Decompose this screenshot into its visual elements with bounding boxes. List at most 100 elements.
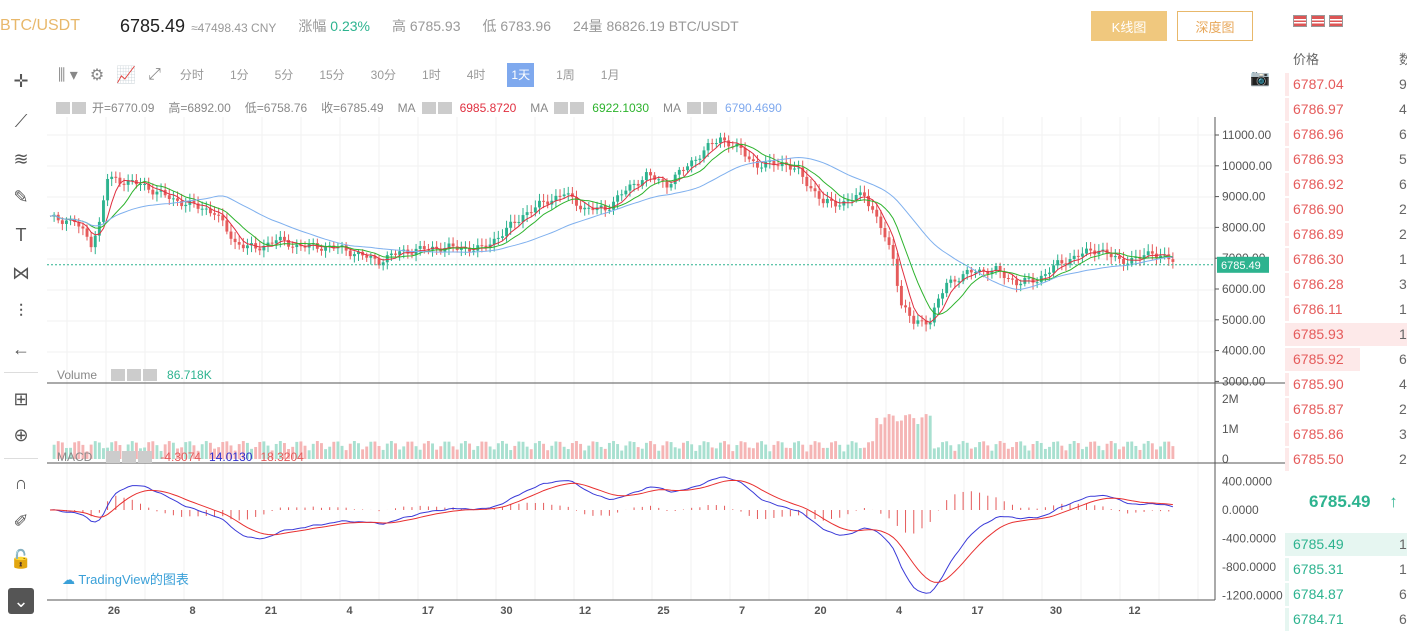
- ma-label-2[interactable]: MA: [530, 100, 549, 115]
- zoom-in-icon[interactable]: ⊕: [13, 425, 29, 445]
- volume-bar: [825, 447, 829, 459]
- legend-ctrl-icon[interactable]: [72, 101, 86, 114]
- volume-bar: [681, 442, 685, 459]
- candle: [122, 183, 126, 185]
- trendline-icon[interactable]: ⟋: [14, 111, 28, 131]
- settings-icon[interactable]: ⚙: [89, 67, 105, 84]
- volume-bar: [690, 444, 694, 459]
- pair-name[interactable]: BTC/USDT: [0, 17, 80, 34]
- bid-row[interactable]: 6785.31 1: [1285, 557, 1407, 582]
- vol-ctrl-icon[interactable]: [127, 369, 142, 381]
- volume-bar: [492, 449, 496, 459]
- volume-bar: [377, 446, 381, 459]
- ask-row[interactable]: 6786.97 4: [1285, 97, 1407, 122]
- ask-row[interactable]: 6785.92 6: [1285, 347, 1407, 372]
- ma-ctrl-icon[interactable]: [554, 101, 569, 114]
- macd-ctrl-icon[interactable]: [106, 451, 121, 463]
- camera-icon[interactable]: 📷: [1250, 70, 1270, 87]
- back-arrow-icon[interactable]: ←: [12, 339, 30, 359]
- ask-row[interactable]: 6785.87 2: [1285, 397, 1407, 422]
- volume-bar: [710, 447, 714, 459]
- volume-bar: [1052, 441, 1056, 459]
- crosshair-icon[interactable]: ✛: [13, 71, 29, 91]
- interval-5[interactable]: 1时: [422, 68, 441, 82]
- tv-chart[interactable]: 11000.0010000.009000.008000.007000.00600…: [0, 0, 1285, 620]
- ask-row[interactable]: 6786.92 6: [1285, 172, 1407, 197]
- volume-bar: [994, 444, 998, 459]
- volume-bar: [1039, 442, 1043, 459]
- interval-9[interactable]: 1月: [600, 68, 620, 82]
- interval-6[interactable]: 4时: [466, 68, 486, 82]
- interval-2[interactable]: 5分: [274, 68, 294, 82]
- ask-row[interactable]: 6786.89 2: [1285, 222, 1407, 247]
- interval-8[interactable]: 1周: [556, 68, 575, 82]
- layout-icon-2[interactable]: [1311, 15, 1325, 27]
- ask-row[interactable]: 6786.30 1: [1285, 247, 1407, 272]
- kline-button[interactable]: K线图: [1091, 11, 1167, 41]
- magnet-icon[interactable]: ∩: [14, 473, 28, 493]
- candle: [200, 208, 204, 210]
- candle: [171, 198, 175, 200]
- interval-0[interactable]: 分时: [179, 68, 204, 82]
- ask-row[interactable]: 6786.96 6: [1285, 122, 1407, 147]
- ask-row[interactable]: 6786.90 2: [1285, 197, 1407, 222]
- layout-icon-3[interactable]: [1329, 15, 1343, 27]
- bid-row[interactable]: 6784.87 6: [1285, 582, 1407, 607]
- interval-1[interactable]: 1分: [229, 68, 249, 82]
- volume-bar: [982, 441, 986, 459]
- brush-icon[interactable]: ✎: [13, 187, 29, 207]
- ma-ctrl-icon[interactable]: [570, 101, 585, 114]
- fullscreen-icon[interactable]: ⤢: [148, 66, 161, 83]
- measure-icon[interactable]: ⫶: [18, 301, 24, 321]
- pattern-icon[interactable]: ⋈: [12, 263, 30, 283]
- ask-row[interactable]: 6786.93 5: [1285, 147, 1407, 172]
- volume-bar: [558, 441, 562, 459]
- ask-amount: 1: [1399, 251, 1407, 267]
- ask-row[interactable]: 6786.11 1: [1285, 297, 1407, 322]
- interval-7[interactable]: 1天: [507, 63, 535, 87]
- ma-label-1[interactable]: MA: [397, 100, 416, 115]
- ma-ctrl-icon[interactable]: [437, 101, 452, 114]
- macd-label[interactable]: MACD: [57, 450, 93, 464]
- candle: [352, 254, 356, 257]
- volume-label[interactable]: Volume: [57, 368, 98, 382]
- ma-ctrl-icon[interactable]: [421, 101, 436, 114]
- legend-ctrl-icon[interactable]: [56, 101, 70, 114]
- ma-label-3[interactable]: MA: [663, 100, 682, 115]
- ruler-icon[interactable]: ⊞: [13, 389, 29, 409]
- collapse-icon[interactable]: ⌄: [8, 588, 34, 614]
- volume-bar: [1134, 445, 1138, 459]
- tradingview-watermark[interactable]: ☁ TradingView的图表: [62, 572, 189, 587]
- macd-ctrl-icon[interactable]: [138, 451, 153, 463]
- ask-row[interactable]: 6785.86 3: [1285, 422, 1407, 447]
- ma-ctrl-icon[interactable]: [687, 101, 702, 114]
- interval-3[interactable]: 15分: [319, 68, 345, 82]
- lock-icon[interactable]: 🔓: [9, 549, 33, 569]
- vol-ctrl-icon[interactable]: [143, 369, 158, 381]
- ma-ctrl-icon[interactable]: [703, 101, 718, 114]
- ask-row[interactable]: 6785.50 2: [1285, 447, 1407, 472]
- interval-4[interactable]: 30分: [370, 68, 397, 82]
- candle-type-icon[interactable]: ⫼ ▾: [58, 67, 78, 84]
- layout-icon-1[interactable]: [1293, 15, 1307, 27]
- layout-switcher[interactable]: [1293, 15, 1343, 27]
- volume-bar: [1109, 441, 1113, 459]
- ask-row[interactable]: 6787.04 9: [1285, 72, 1407, 97]
- vol-ctrl-icon[interactable]: [111, 369, 126, 381]
- ask-amount: 6: [1399, 176, 1407, 192]
- ask-row[interactable]: 6785.93 1: [1285, 322, 1407, 347]
- ask-row[interactable]: 6785.90 4: [1285, 372, 1407, 397]
- macd-ctrl-icon[interactable]: [122, 451, 137, 463]
- bid-row[interactable]: 6785.49 1: [1285, 532, 1407, 557]
- depth-button[interactable]: 深度图: [1177, 11, 1253, 41]
- volume-bar: [1146, 441, 1150, 459]
- macd-axis-label: -400.0000: [1222, 532, 1276, 546]
- candle: [459, 248, 463, 250]
- stay-drawing-icon[interactable]: ✐: [13, 511, 29, 531]
- ask-row[interactable]: 6786.28 3: [1285, 272, 1407, 297]
- candle: [871, 206, 875, 210]
- order-book: 价格数 6787.04 9 6786.97 4 6786.96 6 6786.93 5 6786…: [1285, 48, 1407, 631]
- text-icon[interactable]: T: [15, 225, 27, 245]
- indicators-icon[interactable]: 📈: [116, 67, 137, 84]
- fib-icon[interactable]: ≋: [13, 149, 29, 169]
